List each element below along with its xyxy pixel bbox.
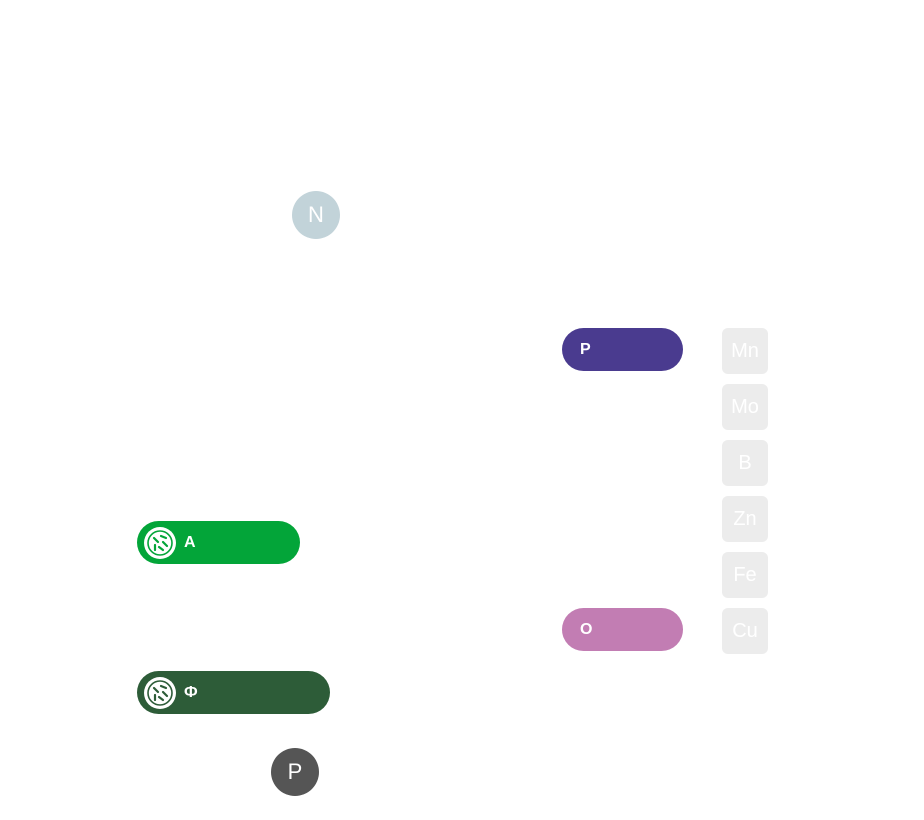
tile-zn: Zn bbox=[722, 496, 768, 542]
pill-o: O bbox=[562, 608, 683, 651]
node-n: N bbox=[292, 191, 340, 239]
tile-label: B bbox=[738, 451, 752, 474]
node-p-label: P bbox=[287, 759, 303, 784]
bacteria-icon bbox=[144, 676, 176, 709]
node-p: P bbox=[271, 748, 319, 796]
tile-label: Mo bbox=[731, 395, 759, 418]
node-n-label: N bbox=[308, 202, 324, 227]
tile-mn: Mn bbox=[722, 328, 768, 374]
tile-label: Zn bbox=[733, 507, 757, 530]
tile-mo: Mo bbox=[722, 384, 768, 430]
pill-a: A bbox=[137, 521, 300, 564]
pill-a-label: A bbox=[184, 533, 196, 551]
tile-label: Cu bbox=[732, 619, 758, 642]
pill-ph: Ф bbox=[137, 671, 330, 714]
pill-r-label: P bbox=[580, 340, 591, 358]
tile-cu: Cu bbox=[722, 608, 768, 654]
bacteria-icon bbox=[144, 526, 176, 559]
tile-label: Fe bbox=[733, 563, 757, 586]
tile-b: B bbox=[722, 440, 768, 486]
pill-ph-label: Ф bbox=[184, 683, 198, 701]
tile-label: Mn bbox=[731, 339, 759, 362]
pill-r: P bbox=[562, 328, 683, 371]
tile-fe: Fe bbox=[722, 552, 768, 598]
pill-o-label: O bbox=[580, 620, 593, 638]
